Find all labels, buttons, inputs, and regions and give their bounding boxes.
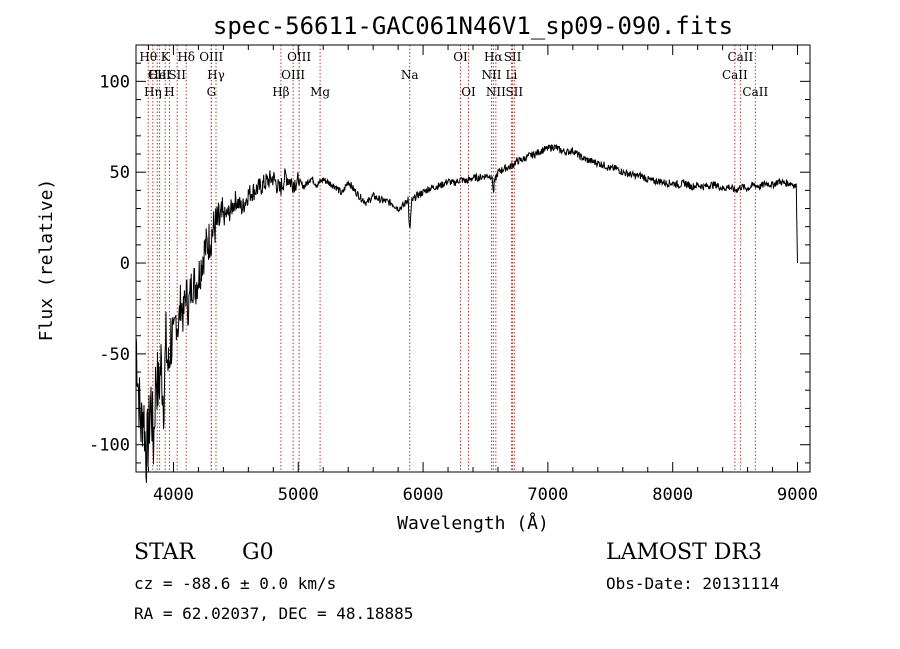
x-tick-label: 4000 (153, 485, 194, 505)
y-tick-label: 0 (120, 254, 130, 274)
x-tick-label: 7000 (527, 485, 568, 505)
x-tick-label: 8000 (652, 485, 693, 505)
spectral-line-label: Hβ (272, 85, 289, 99)
spectral-line-label: G (207, 85, 217, 99)
spectral-line-label: OI (453, 50, 468, 64)
x-tick-label: 9000 (777, 485, 818, 505)
spectral-line-label: OIII (287, 50, 311, 64)
spectral-line-label: SII (168, 68, 186, 82)
chart-title: spec-56611-GAC061N46V1_sp09-090.fits (213, 12, 733, 40)
spectral-line-label: HeI (148, 68, 171, 82)
spectral-line-label: OIII (199, 50, 223, 64)
spectral-line-label: Mg (310, 85, 330, 99)
spectral-line-label: CaII (742, 85, 768, 99)
spectral-line-label: SII (505, 85, 523, 99)
plot-frame (135, 44, 811, 473)
spectral-line-label: CaII (722, 68, 748, 82)
spectral-line-label: Hγ (207, 68, 225, 82)
redshift-velocity: cz = -88.6 ± 0.0 km/s (134, 574, 337, 593)
flux-series-line (135, 143, 798, 483)
spectral-line-label: NII (481, 68, 501, 82)
spectral-line-label: OIII (281, 68, 305, 82)
spectral-line-label: SII (504, 50, 522, 64)
spectral-line-label: OI (461, 85, 476, 99)
object-subclass: G0 (242, 540, 274, 565)
spectral-line-label: H (164, 85, 174, 99)
y-axis-label: Flux (relative) (36, 179, 57, 342)
spectral-line-label: K (161, 50, 171, 64)
spectral-line-label: CaII (727, 50, 753, 64)
spectral-line-label: NII (486, 85, 506, 99)
spectral-line-label: Hα (484, 50, 503, 64)
survey-name: LAMOST DR3 (606, 540, 762, 565)
x-axis-label: Wavelength (Å) (397, 512, 549, 534)
spectral-line-label: CII (148, 68, 167, 82)
y-tick-label: 50 (110, 163, 130, 183)
coordinates: RA = 62.02037, DEC = 48.18885 (134, 604, 414, 623)
spectral-line-label: Hδ (177, 50, 195, 64)
object-class: STAR (134, 540, 195, 565)
x-tick-label: 6000 (403, 485, 444, 505)
y-tick-label: 100 (99, 72, 130, 92)
spectral-line-label: Hη (144, 85, 162, 99)
y-tick-label: -100 (89, 436, 130, 456)
observation-date: Obs-Date: 20131114 (606, 574, 780, 593)
spectral-line-label: Na (401, 68, 419, 82)
y-tick-label: -50 (99, 345, 130, 365)
spectral-line-label: Hθ (139, 50, 157, 64)
x-tick-label: 5000 (278, 485, 319, 505)
spectral-line-label: Li (506, 68, 518, 82)
